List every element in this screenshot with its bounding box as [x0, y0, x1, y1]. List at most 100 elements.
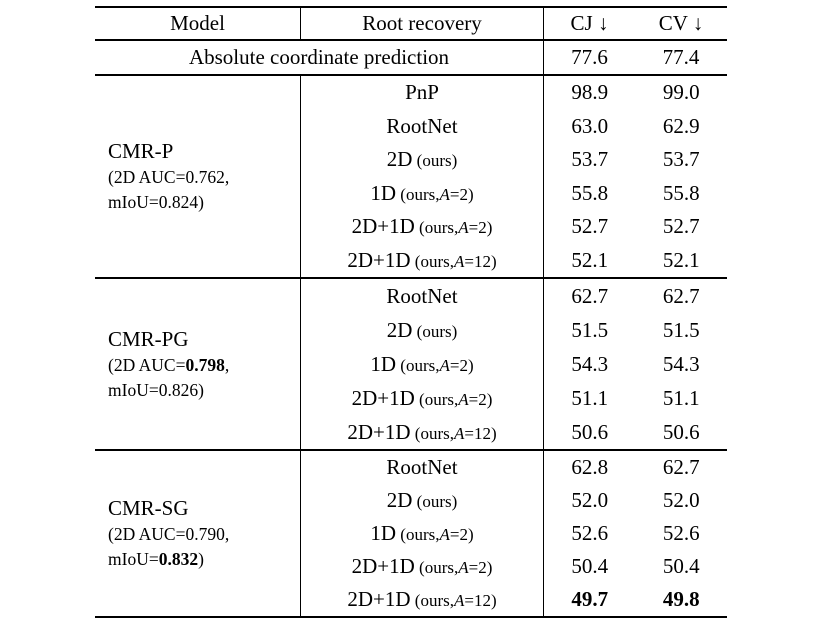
method-cell: 2D+1D (ours,A=2) [351, 386, 493, 410]
model-desc-line2: mIoU=0.824) [108, 192, 204, 212]
cv-value: 54.3 [662, 352, 700, 376]
method-cell: 2D+1D (ours,A=12) [347, 420, 497, 444]
cv-value: 62.7 [662, 284, 700, 308]
method-cell: 2D+1D (ours,A=12) [347, 587, 497, 611]
table-header-row: Model Root recovery CJ ↓ CV ↓ [95, 8, 727, 41]
cj-value: 62.7 [571, 284, 609, 308]
method-suffix: (ours,A=2) [396, 356, 474, 375]
method-cell: 1D (ours,A=2) [370, 521, 474, 545]
col-header-model: Model [170, 11, 225, 35]
model-cell: CMR-PG (2D AUC=0.798, mIoU=0.826) [95, 279, 300, 449]
cj-value: 51.1 [571, 386, 609, 410]
method-suffix: (ours) [412, 151, 458, 170]
table-row-absolute: Absolute coordinate prediction 77.6 77.4 [95, 41, 727, 76]
cj-value: 51.5 [571, 318, 609, 342]
cv-value: 52.1 [662, 247, 700, 272]
metrics-row: 52.0 52.0 [544, 484, 727, 517]
col-header-cj: CJ ↓ [543, 8, 635, 39]
results-table: Model Root recovery CJ ↓ CV ↓ Absolute c… [95, 6, 727, 618]
cv-value: 62.9 [662, 113, 700, 138]
metrics-column: 62.8 62.7 52.0 52.0 52.6 52.6 50.4 50.4 49.7… [543, 451, 727, 616]
table-section-cmr-sg: CMR-SG (2D AUC=0.790, mIoU=0.832) RootNe… [95, 451, 727, 616]
cv-value: 99.0 [662, 80, 700, 104]
cj-value: 49.7 [571, 587, 609, 611]
cj-value: 52.7 [571, 214, 609, 238]
method-cell: 2D+1D (ours,A=12) [347, 247, 497, 272]
method-cell: RootNet [386, 455, 458, 479]
root-recovery-column: RootNet 2D (ours) 1D (ours,A=2) 2D+1D (o… [300, 451, 543, 616]
cv-value: 49.8 [662, 587, 700, 611]
method-cell: 2D (ours) [386, 488, 458, 512]
metrics-row: 51.1 51.1 [544, 381, 727, 415]
cj-value: 50.6 [571, 420, 609, 444]
model-cell: CMR-SG (2D AUC=0.790, mIoU=0.832) [95, 451, 300, 616]
metrics-row: 52.1 52.1 [544, 244, 727, 278]
metrics-row: 55.8 55.8 [544, 177, 727, 211]
metrics-column: 62.7 62.7 51.5 51.5 54.3 54.3 51.1 51.1 50.6… [543, 279, 727, 449]
method-suffix: (ours,A=12) [410, 251, 497, 271]
model-desc-line2: mIoU=0.832) [108, 549, 204, 569]
metrics-row: 50.6 50.6 [544, 415, 727, 449]
metrics-row: 52.6 52.6 [544, 517, 727, 550]
method-suffix: (ours,A=2) [396, 184, 474, 204]
cj-value: 77.6 [543, 41, 635, 74]
metrics-row: 54.3 54.3 [544, 347, 727, 381]
cv-value: 52.7 [662, 214, 700, 238]
cj-value: 54.3 [571, 352, 609, 376]
model-desc-line2: mIoU=0.826) [108, 379, 204, 400]
col-header-cv: CV ↓ [658, 11, 704, 35]
method-suffix: (ours,A=2) [396, 525, 474, 544]
cj-value: 98.9 [571, 80, 609, 104]
metrics-row: 62.7 62.7 [544, 279, 727, 313]
cj-value: 62.8 [571, 455, 609, 479]
method-suffix: (ours,A=2) [414, 390, 493, 409]
metrics-row: 62.8 62.7 [544, 451, 727, 484]
method-cell: PnP [405, 80, 439, 104]
cv-value: 77.4 [662, 45, 700, 69]
cv-value: 50.6 [662, 420, 700, 444]
cj-value: 63.0 [571, 113, 609, 138]
metrics-row: 63.0 62.9 [544, 110, 727, 144]
root-recovery-column: PnP RootNet 2D (ours) 1D (ours,A=2) 2D+1… [300, 76, 543, 277]
metrics-row: 51.5 51.5 [544, 313, 727, 347]
metrics-row: 53.7 53.7 [544, 143, 727, 177]
method-cell: RootNet [386, 113, 458, 138]
cv-value: 50.4 [662, 554, 700, 578]
cj-value: 53.7 [571, 147, 609, 171]
model-name: CMR-P [108, 139, 174, 163]
method-suffix: (ours,A=2) [414, 218, 493, 237]
model-name: CMR-PG [108, 326, 189, 351]
metrics-row: 50.4 50.4 [544, 550, 727, 583]
cv-value: 51.1 [662, 386, 700, 410]
method-cell: 2D (ours) [386, 147, 458, 171]
cj-value: 52.6 [571, 521, 609, 545]
method-cell: 2D+1D (ours,A=2) [351, 214, 493, 238]
metrics-row: 98.9 99.0 [544, 76, 727, 110]
cv-value: 62.7 [662, 455, 700, 479]
model-desc-line1: (2D AUC=0.790, [108, 524, 230, 544]
method-suffix: (ours) [412, 492, 458, 511]
cv-value: 52.0 [662, 488, 700, 512]
method-cell: RootNet [386, 284, 458, 308]
root-recovery-column: RootNet 2D (ours) 1D (ours,A=2) 2D+1D (o… [300, 279, 543, 449]
table-section-cmr-p: CMR-P (2D AUC=0.762, mIoU=0.824) PnP Roo… [95, 76, 727, 279]
cj-value: 52.1 [571, 247, 609, 272]
cj-value: 55.8 [571, 180, 609, 205]
model-cell: CMR-P (2D AUC=0.762, mIoU=0.824) [95, 76, 300, 277]
method-suffix: (ours) [412, 322, 458, 341]
col-header-root-recovery: Root recovery [300, 8, 543, 39]
method-cell: 1D (ours,A=2) [370, 352, 474, 376]
method-suffix: (ours,A=12) [410, 591, 497, 610]
cj-value: 50.4 [571, 554, 609, 578]
method-cell: 2D (ours) [386, 318, 458, 342]
metrics-row: 52.7 52.7 [544, 210, 727, 244]
method-cell: 1D (ours,A=2) [370, 180, 474, 205]
cv-value: 51.5 [662, 318, 700, 342]
table-section-cmr-pg: CMR-PG (2D AUC=0.798, mIoU=0.826) RootNe… [95, 279, 727, 451]
model-name: CMR-SG [108, 496, 189, 520]
cv-value: 52.6 [662, 521, 700, 545]
cv-value: 53.7 [662, 147, 700, 171]
cv-value: 55.8 [662, 180, 700, 205]
method-suffix: (ours,A=12) [410, 424, 497, 443]
